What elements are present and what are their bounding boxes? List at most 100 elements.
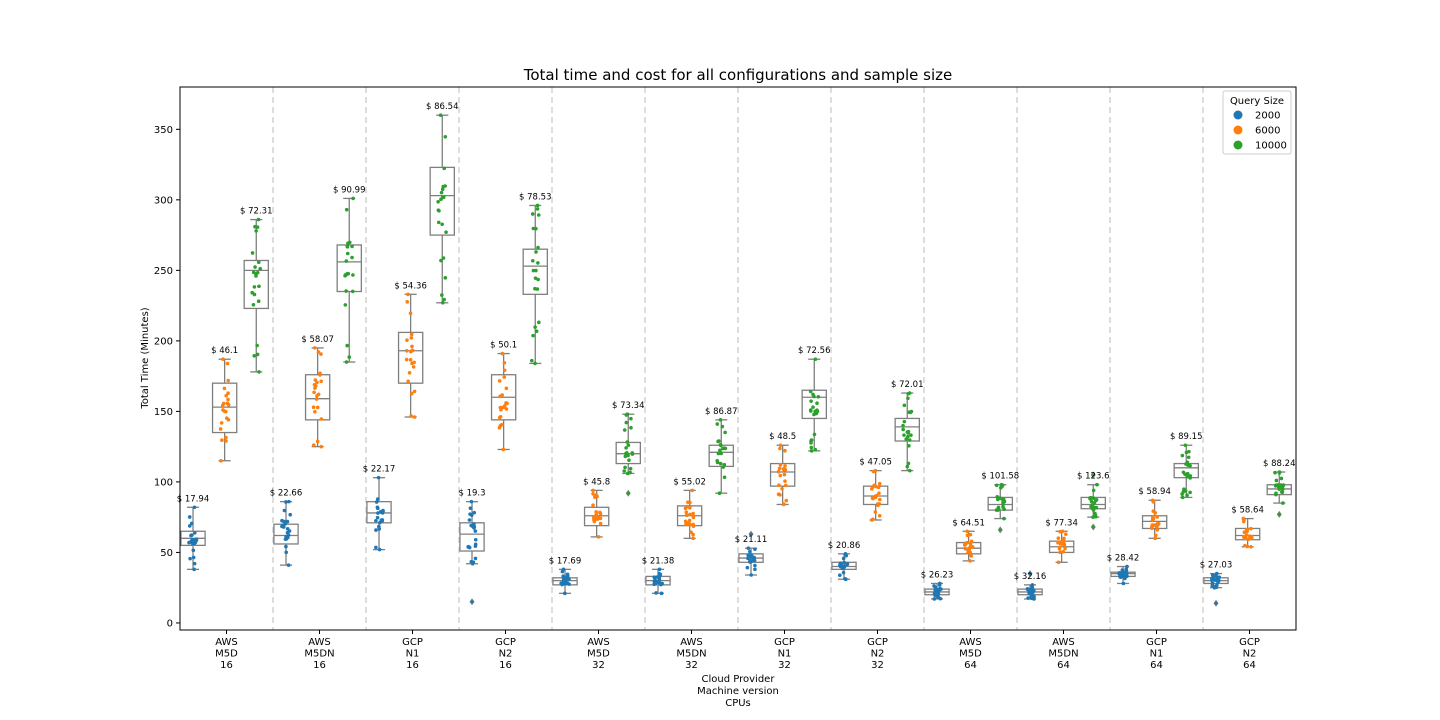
data-point (497, 379, 502, 383)
data-point (374, 545, 378, 550)
x-tick-label: AWS (215, 637, 238, 648)
data-point (906, 391, 911, 396)
data-point (808, 389, 813, 394)
data-point (780, 486, 784, 491)
data-point (776, 492, 781, 496)
data-point (907, 444, 911, 448)
data-point (1210, 581, 1215, 586)
data-point (812, 432, 817, 437)
data-point (968, 532, 973, 537)
y-tick-label: 100 (154, 477, 173, 488)
x-tick-label: 64 (964, 660, 977, 671)
x-tick-label: M5DN (676, 649, 706, 660)
data-point (187, 515, 192, 519)
x-axis-label-line-2: Machine version (697, 686, 779, 697)
data-point (809, 445, 814, 450)
data-point (189, 533, 193, 538)
data-point (717, 439, 721, 443)
data-point (1183, 443, 1188, 448)
data-point (995, 495, 1000, 499)
data-point (504, 386, 509, 391)
data-point (870, 485, 875, 489)
data-point (777, 483, 781, 487)
x-tick-label: 64 (1057, 660, 1070, 671)
cost-label: $ 47.05 (859, 458, 891, 468)
data-point (536, 213, 541, 217)
data-point (344, 360, 349, 364)
data-point (777, 466, 782, 471)
data-point (1056, 560, 1061, 565)
data-point (657, 567, 662, 572)
y-tick-label: 350 (154, 125, 173, 136)
data-point (375, 515, 380, 520)
data-point (314, 397, 319, 401)
data-point (378, 510, 383, 514)
data-point (443, 184, 447, 188)
x-tick-label: 16 (313, 660, 326, 671)
data-point (287, 499, 291, 504)
x-tick-label: GCP (774, 637, 795, 648)
data-point (901, 427, 905, 432)
data-point (877, 491, 881, 495)
data-point (751, 555, 755, 560)
legend-label-2000: 2000 (1255, 111, 1280, 122)
data-point (596, 535, 601, 539)
data-point (902, 403, 907, 408)
data-point (811, 392, 815, 397)
data-point (720, 424, 725, 429)
data-point (691, 536, 695, 541)
y-tick-label: 200 (154, 336, 173, 347)
data-point (994, 483, 999, 488)
data-point (1063, 546, 1067, 551)
data-point (252, 285, 257, 289)
data-point (534, 250, 538, 254)
data-point (783, 467, 788, 472)
data-point (282, 519, 286, 524)
data-point (715, 459, 720, 463)
data-point (932, 597, 937, 601)
data-point (595, 494, 599, 499)
data-point (530, 212, 535, 216)
data-point (319, 352, 323, 356)
box (336, 244, 363, 293)
data-point (684, 510, 689, 514)
data-point (1002, 499, 1007, 504)
data-point (746, 546, 751, 550)
data-point (686, 500, 690, 504)
data-point (1249, 526, 1253, 531)
data-point (591, 503, 595, 507)
data-point (906, 429, 911, 434)
data-point (938, 596, 943, 601)
data-point (1180, 492, 1184, 496)
data-point (877, 513, 882, 518)
data-point (284, 544, 288, 549)
data-point (878, 497, 882, 502)
data-point (691, 515, 696, 520)
cost-label: $ 89.15 (1170, 432, 1202, 442)
data-point (1030, 586, 1035, 590)
data-point (191, 555, 196, 560)
data-point (473, 537, 478, 542)
data-point (219, 458, 223, 463)
outlier-point (1091, 525, 1095, 529)
data-point (218, 427, 223, 431)
data-point (909, 433, 913, 437)
data-point (443, 134, 448, 139)
data-point (815, 401, 819, 406)
data-point (1216, 580, 1220, 585)
data-point (937, 583, 942, 587)
data-point (468, 506, 473, 510)
data-point (1274, 478, 1279, 483)
data-point (253, 265, 257, 269)
cost-label: $ 86.54 (426, 102, 458, 112)
data-point (281, 525, 286, 529)
data-point (404, 348, 409, 353)
data-point (781, 502, 786, 506)
data-point (969, 539, 974, 544)
data-point (813, 447, 818, 452)
x-tick-label: 32 (592, 660, 605, 671)
data-point (1121, 581, 1126, 586)
x-tick-label: AWS (587, 637, 610, 648)
data-point (408, 358, 413, 362)
data-point (256, 299, 261, 304)
